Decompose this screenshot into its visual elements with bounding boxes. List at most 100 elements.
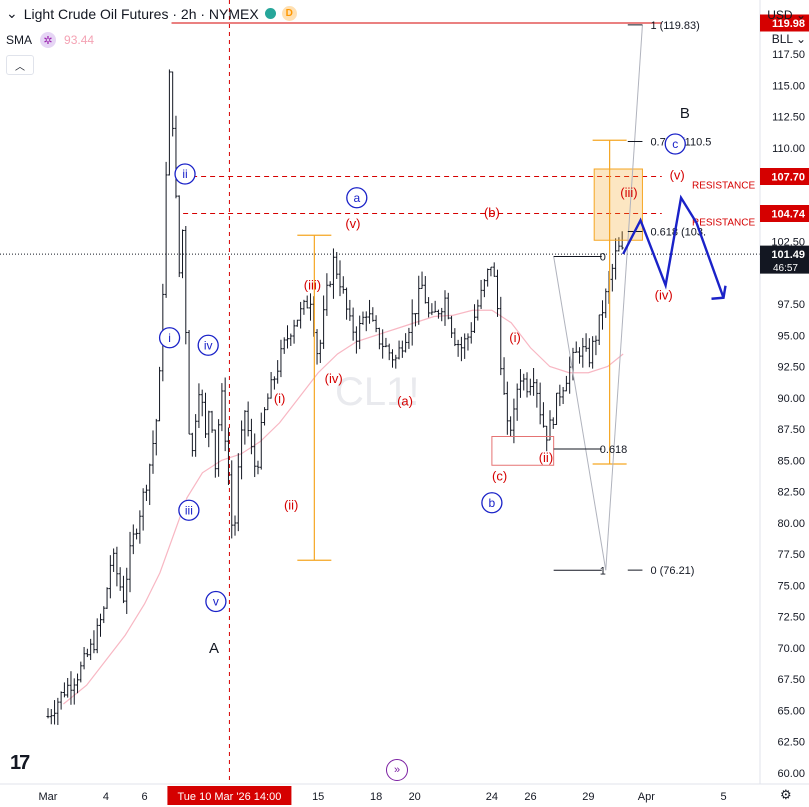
price-tick-label: 65.00 — [777, 705, 805, 717]
wave-label: (iii) — [620, 185, 637, 200]
price-label: 104.74 — [771, 209, 806, 221]
wave-label: (iii) — [304, 277, 321, 292]
price-tick-label: 102.50 — [771, 237, 805, 249]
price-tick-label: 90.00 — [777, 393, 805, 405]
unit-selector[interactable]: BLL ⌄ — [772, 32, 806, 46]
time-tick-label: 6 — [141, 791, 147, 803]
settings-gear-icon[interactable]: ⚙ — [780, 787, 792, 802]
wave-label: (ii) — [539, 450, 553, 465]
crosshair-time-box — [167, 786, 292, 805]
time-tick-label: Apr — [638, 791, 655, 803]
indicator-settings-icon[interactable]: ✲ — [40, 32, 57, 48]
wave-label: (v) — [670, 167, 685, 182]
time-tick-label: 18 — [370, 791, 382, 803]
price-tick-label: 117.50 — [772, 49, 805, 61]
wave-label: (ii) — [284, 497, 298, 512]
chevron-down-icon: ⌄ — [795, 8, 806, 22]
wave-label: i — [168, 331, 171, 345]
wave-label-major: A — [209, 640, 219, 657]
chevron-down-icon: ⌄ — [795, 32, 806, 46]
price-tick-label: 62.50 — [777, 737, 805, 749]
price-tick-label: 85.00 — [777, 455, 805, 467]
sma-line — [63, 309, 624, 705]
collapse-chevron-icon[interactable]: ⌄ — [6, 5, 18, 21]
fib-left-label: 1 — [600, 565, 606, 577]
price-label-box — [760, 205, 809, 222]
time-tick-label: 5 — [720, 791, 726, 803]
chart-header: ⌄ Light Crude Oil Futures · 2h · NYMEX D — [6, 5, 297, 22]
wave-label: iv — [204, 338, 213, 352]
candles-group — [46, 69, 624, 725]
wave-label: ii — [182, 167, 187, 181]
time-tick-label: 20 — [409, 791, 421, 803]
price-tick-label: 115.00 — [772, 80, 805, 92]
wave-label: (i) — [509, 330, 521, 345]
wave-label-circle — [664, 133, 686, 155]
bar-countdown: 46:57 — [773, 263, 798, 274]
wave-label: iii — [185, 503, 193, 517]
price-tick-label: 72.50 — [777, 612, 805, 624]
price-label: 119.98 — [772, 18, 805, 30]
delayed-data-badge: D — [281, 6, 297, 21]
price-tick-label: 67.50 — [777, 674, 805, 686]
market-status-icon — [264, 8, 276, 19]
scroll-to-realtime-button[interactable]: » — [386, 759, 408, 781]
time-tick-label: Mar — [39, 791, 58, 803]
price-tick-label: 92.50 — [777, 362, 805, 374]
wave-label-circle — [205, 590, 227, 613]
price-tick-label: 80.00 — [777, 518, 805, 530]
unit-label: BLL — [771, 32, 793, 46]
crosshair-time-label: Tue 10 Mar '26 14:00 — [178, 791, 282, 803]
wave-label: v — [213, 595, 219, 609]
wave-label: (c) — [492, 469, 507, 484]
time-tick-label: 15 — [312, 791, 324, 803]
wave-label-circle — [178, 499, 200, 521]
wave-label-circle — [481, 492, 503, 514]
resistance-upper-label: RESISTANCE — [692, 181, 755, 192]
price-tick-label: 82.50 — [777, 487, 805, 499]
price-label: 107.70 — [771, 172, 805, 184]
sma-indicator-legend[interactable]: SMA ✲ 93.44 — [6, 32, 94, 48]
wave-label: (b) — [484, 205, 500, 220]
time-tick-label: 24 — [486, 791, 498, 803]
projection-arrowhead — [711, 285, 727, 300]
price-tick-label: 77.50 — [777, 549, 805, 561]
symbol-watermark: CL1! — [335, 370, 420, 414]
time-axis — [0, 784, 809, 807]
wave-label: (iv) — [325, 371, 343, 386]
wave-label: a — [353, 191, 360, 205]
price-label-box — [760, 14, 809, 32]
plot-area — [0, 0, 760, 784]
price-axis — [760, 0, 809, 807]
time-tick-label: 4 — [103, 791, 109, 803]
collapse-legend-button[interactable]: ︿ — [6, 55, 34, 75]
time-tick-label: 29 — [582, 791, 594, 803]
currency-label: USD — [767, 8, 793, 22]
price-label-box — [760, 245, 809, 274]
resistance-lower-label: RESISTANCE — [692, 218, 755, 229]
symbol-title[interactable]: Light Crude Oil Futures · 2h · NYMEX — [23, 5, 259, 22]
fib-connector-0 — [553, 256, 607, 571]
projection-path — [622, 194, 725, 299]
sma-value: 93.44 — [64, 33, 95, 47]
currency-selector[interactable]: USD ⌄ — [767, 8, 806, 22]
wave-label: (v) — [345, 216, 360, 231]
wave-label: c — [672, 137, 678, 151]
price-tick-label: 87.50 — [777, 424, 805, 436]
price-label-box — [760, 168, 809, 185]
price-tick-label: 75.00 — [777, 580, 805, 592]
wave-label: (a) — [397, 394, 413, 409]
fib-level-label: 0.618 (103. — [650, 227, 706, 239]
wave-label: (i) — [274, 391, 286, 406]
b-wave-box — [491, 436, 555, 466]
wave-label-circle — [346, 187, 368, 209]
time-tick-label: 26 — [524, 791, 536, 803]
price-tick-label: 97.50 — [777, 299, 805, 311]
price-tick-label: 70.00 — [777, 643, 805, 655]
fib-level-label: 0 (76.21) — [650, 565, 694, 577]
fib-left-label: 0.618 — [600, 444, 628, 456]
sma-label: SMA — [6, 33, 33, 47]
fib-level-label: 1 (119.83) — [650, 20, 699, 32]
price-label: 101.49 — [771, 249, 805, 261]
